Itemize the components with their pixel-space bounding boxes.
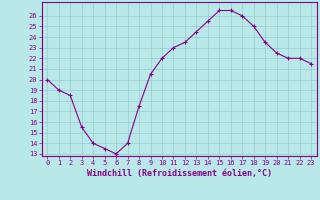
X-axis label: Windchill (Refroidissement éolien,°C): Windchill (Refroidissement éolien,°C): [87, 169, 272, 178]
